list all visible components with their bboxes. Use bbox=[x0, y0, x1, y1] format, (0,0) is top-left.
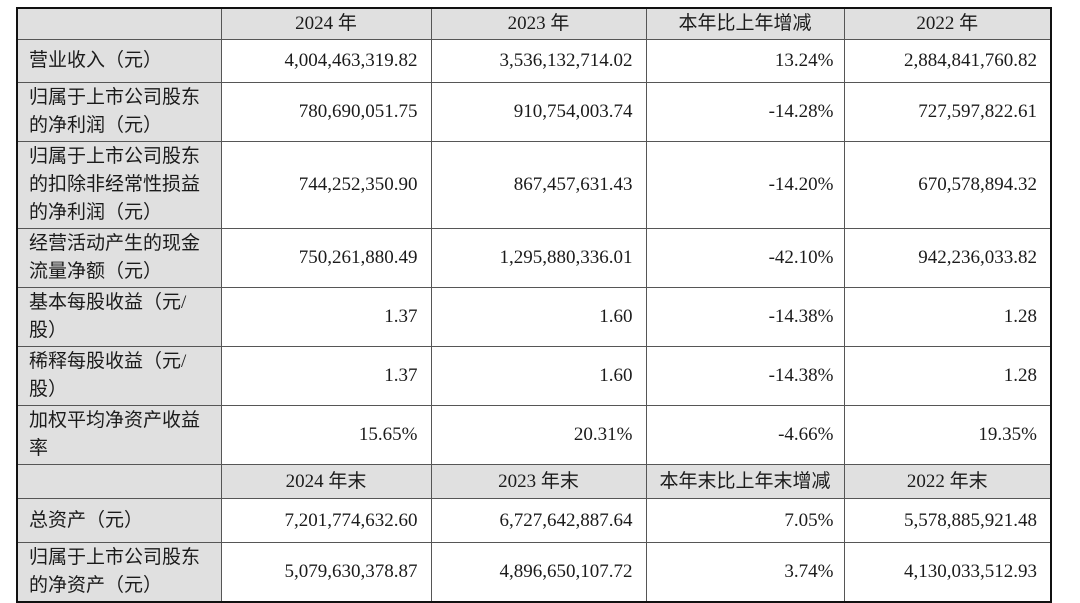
value-change: 7.05% bbox=[645, 498, 845, 543]
col-header-2023-end: 2023 年末 bbox=[430, 464, 647, 499]
row-label: 归属于上市公司股东 的扣除非经常性损益 的净利润（元） bbox=[16, 141, 222, 229]
row-label: 稀释每股收益（元/ 股） bbox=[16, 346, 222, 406]
value-2024: 5,079,630,378.87 bbox=[220, 542, 432, 603]
value-2024: 750,261,880.49 bbox=[220, 228, 432, 288]
table-row-net-profit-excl-nonrecurring: 归属于上市公司股东 的扣除非经常性损益 的净利润（元） 744,252,350.… bbox=[16, 141, 1052, 229]
value-2023: 3,536,132,714.02 bbox=[430, 39, 647, 83]
value-2022: 942,236,033.82 bbox=[843, 228, 1052, 288]
value-2022: 5,578,885,921.48 bbox=[843, 498, 1052, 543]
col-header-2024: 2024 年 bbox=[220, 7, 432, 40]
row-label: 加权平均净资产收益 率 bbox=[16, 405, 222, 465]
value-2023: 4,896,650,107.72 bbox=[430, 542, 647, 603]
row-label: 总资产（元） bbox=[16, 498, 222, 543]
table-row-operating-revenue: 营业收入（元） 4,004,463,319.82 3,536,132,714.0… bbox=[16, 39, 1052, 83]
annual-header-row: 2024 年 2023 年 本年比上年增减 2022 年 bbox=[16, 7, 1052, 40]
value-2023: 1.60 bbox=[430, 346, 647, 406]
table-row-diluted-eps: 稀释每股收益（元/ 股） 1.37 1.60 -14.38% 1.28 bbox=[16, 346, 1052, 406]
row-label: 归属于上市公司股东 的净资产（元） bbox=[16, 542, 222, 603]
value-change: -42.10% bbox=[645, 228, 845, 288]
value-2022: 2,884,841,760.82 bbox=[843, 39, 1052, 83]
value-2022: 670,578,894.32 bbox=[843, 141, 1052, 229]
table-row-weighted-avg-roe: 加权平均净资产收益 率 15.65% 20.31% -4.66% 19.35% bbox=[16, 405, 1052, 465]
col-header-yearend-change: 本年末比上年末增减 bbox=[645, 464, 845, 499]
financial-summary-table: 2024 年 2023 年 本年比上年增减 2022 年 营业收入（元） 4,0… bbox=[16, 7, 1052, 603]
value-change: -14.38% bbox=[645, 346, 845, 406]
table-row-operating-cash-flow: 经营活动产生的现金 流量净额（元） 750,261,880.49 1,295,8… bbox=[16, 228, 1052, 288]
yearend-header-row: 2024 年末 2023 年末 本年末比上年末增减 2022 年末 bbox=[16, 464, 1052, 499]
row-label: 营业收入（元） bbox=[16, 39, 222, 83]
value-change: -14.20% bbox=[645, 141, 845, 229]
table-row-total-assets: 总资产（元） 7,201,774,632.60 6,727,642,887.64… bbox=[16, 498, 1052, 543]
value-2022: 727,597,822.61 bbox=[843, 82, 1052, 142]
value-2024: 7,201,774,632.60 bbox=[220, 498, 432, 543]
row-label: 归属于上市公司股东 的净利润（元） bbox=[16, 82, 222, 142]
value-2023: 1.60 bbox=[430, 287, 647, 347]
corner-cell bbox=[16, 7, 222, 40]
col-header-yoy-change: 本年比上年增减 bbox=[645, 7, 845, 40]
col-header-2022-end: 2022 年末 bbox=[843, 464, 1052, 499]
value-2022: 4,130,033,512.93 bbox=[843, 542, 1052, 603]
value-2022: 1.28 bbox=[843, 287, 1052, 347]
value-2024: 15.65% bbox=[220, 405, 432, 465]
value-2024: 744,252,350.90 bbox=[220, 141, 432, 229]
value-2023: 910,754,003.74 bbox=[430, 82, 647, 142]
value-2022: 19.35% bbox=[843, 405, 1052, 465]
value-2023: 1,295,880,336.01 bbox=[430, 228, 647, 288]
value-2022: 1.28 bbox=[843, 346, 1052, 406]
value-change: 13.24% bbox=[645, 39, 845, 83]
value-change: -14.38% bbox=[645, 287, 845, 347]
value-2024: 780,690,051.75 bbox=[220, 82, 432, 142]
value-change: -14.28% bbox=[645, 82, 845, 142]
value-change: 3.74% bbox=[645, 542, 845, 603]
value-change: -4.66% bbox=[645, 405, 845, 465]
table-row-net-profit: 归属于上市公司股东 的净利润（元） 780,690,051.75 910,754… bbox=[16, 82, 1052, 142]
corner-cell bbox=[16, 464, 222, 499]
value-2023: 6,727,642,887.64 bbox=[430, 498, 647, 543]
value-2024: 1.37 bbox=[220, 346, 432, 406]
row-label: 经营活动产生的现金 流量净额（元） bbox=[16, 228, 222, 288]
row-label: 基本每股收益（元/ 股） bbox=[16, 287, 222, 347]
value-2023: 867,457,631.43 bbox=[430, 141, 647, 229]
value-2024: 4,004,463,319.82 bbox=[220, 39, 432, 83]
col-header-2022: 2022 年 bbox=[843, 7, 1052, 40]
col-header-2023: 2023 年 bbox=[430, 7, 647, 40]
table-row-basic-eps: 基本每股收益（元/ 股） 1.37 1.60 -14.38% 1.28 bbox=[16, 287, 1052, 347]
table-row-net-assets: 归属于上市公司股东 的净资产（元） 5,079,630,378.87 4,896… bbox=[16, 542, 1052, 603]
col-header-2024-end: 2024 年末 bbox=[220, 464, 432, 499]
value-2024: 1.37 bbox=[220, 287, 432, 347]
value-2023: 20.31% bbox=[430, 405, 647, 465]
